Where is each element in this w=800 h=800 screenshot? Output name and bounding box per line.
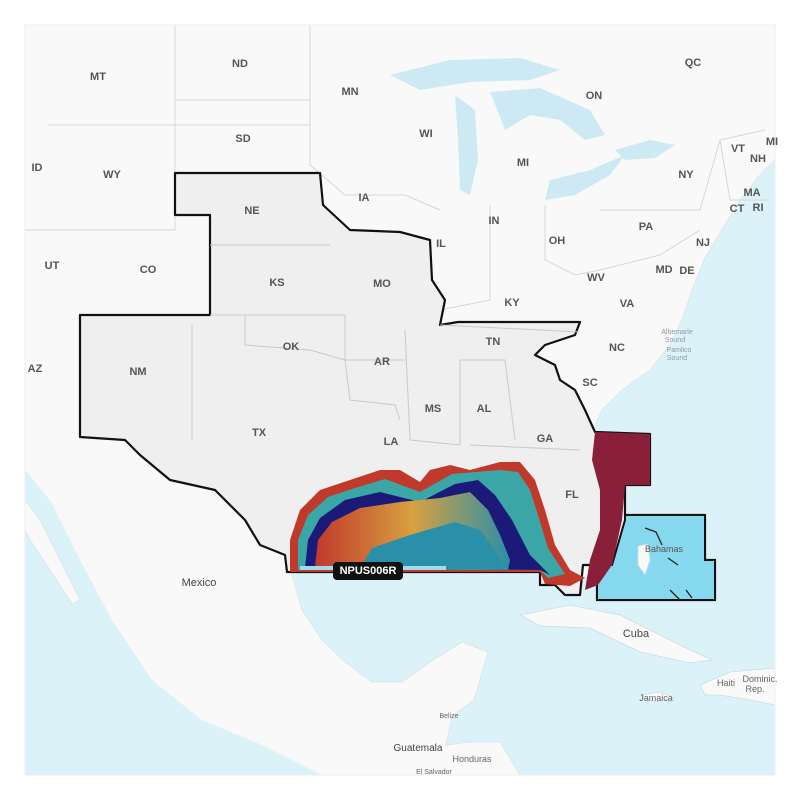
- label-bahamas: Bahamas: [645, 544, 684, 554]
- label-wv: WV: [587, 272, 605, 284]
- label-vt: VT: [731, 143, 745, 155]
- label-pa: PA: [639, 221, 654, 233]
- bahamas-islands: [644, 527, 693, 601]
- map-frame: [24, 24, 776, 776]
- label-ma: MA: [743, 187, 760, 199]
- label-wy: WY: [103, 169, 121, 181]
- label-me: MI: [766, 136, 778, 148]
- andros-island: [637, 543, 651, 576]
- label-az: AZ: [28, 363, 43, 375]
- state-labels: MT ND MN WI MI ON QC VT NH MI NY MA CT R…: [28, 57, 778, 501]
- jamaica: [638, 691, 677, 703]
- label-wi: WI: [419, 128, 432, 140]
- label-cuba: Cuba: [623, 628, 650, 640]
- label-ut: UT: [45, 260, 60, 272]
- label-pamlico: Pamlico: [667, 347, 692, 354]
- label-ri: RI: [753, 202, 764, 214]
- label-la: LA: [384, 436, 399, 448]
- label-mn: MN: [341, 86, 358, 98]
- label-mexico: Mexico: [182, 577, 217, 589]
- water-labels: Albemarle Sound Pamlico Sound: [661, 329, 693, 362]
- gulf-depth-deep: [360, 522, 505, 570]
- label-belize: Belize: [439, 713, 458, 720]
- coverage-state-borders: [191, 244, 581, 451]
- label-ga: GA: [537, 433, 554, 445]
- country-labels: Mexico Cuba Bahamas Jamaica Haiti Domini…: [182, 544, 778, 776]
- label-ia: IA: [359, 192, 370, 204]
- label-id: ID: [32, 162, 43, 174]
- label-fl: FL: [565, 489, 579, 501]
- baja-california: [25, 499, 81, 605]
- great-lakes: [390, 58, 675, 200]
- label-oh: OH: [549, 235, 566, 247]
- atlantic-slope-depth: [585, 432, 650, 590]
- label-ny: NY: [678, 169, 694, 181]
- islands: [518, 543, 775, 706]
- label-mi: MI: [517, 157, 529, 169]
- label-de: DE: [679, 265, 694, 277]
- label-tx: TX: [252, 427, 267, 439]
- hispaniola: [699, 667, 775, 706]
- label-ct: CT: [730, 203, 745, 215]
- label-sd: SD: [235, 133, 250, 145]
- label-tn: TN: [486, 336, 501, 348]
- label-co: CO: [140, 264, 157, 276]
- label-in: IN: [489, 215, 500, 227]
- label-nm: NM: [129, 366, 146, 378]
- label-haiti: Haiti: [717, 678, 735, 688]
- pacific-ocean: [25, 470, 322, 775]
- label-qc: QC: [685, 57, 702, 69]
- chart-label-badge[interactable]: NPUS006R: [333, 562, 403, 580]
- label-ok: OK: [283, 341, 300, 353]
- label-md: MD: [655, 264, 672, 276]
- label-ks: KS: [269, 277, 284, 289]
- label-ar: AR: [374, 356, 390, 368]
- label-jamaica: Jamaica: [639, 693, 673, 703]
- label-mt: MT: [90, 71, 106, 83]
- label-sc: SC: [582, 377, 597, 389]
- label-albemarle: Albemarle: [661, 329, 693, 336]
- label-dominican-rep-1: Dominic.: [742, 674, 777, 684]
- label-nd: ND: [232, 58, 248, 70]
- label-va: VA: [620, 298, 635, 310]
- label-on: ON: [586, 90, 603, 102]
- label-albemarle-sound: Sound: [665, 337, 685, 344]
- label-ky: KY: [504, 297, 520, 309]
- label-nh: NH: [750, 153, 766, 165]
- label-honduras: Honduras: [452, 754, 492, 764]
- label-nj: NJ: [696, 237, 710, 249]
- bahamas-coverage: [596, 514, 716, 601]
- label-el-salvador: El Salvador: [416, 769, 452, 776]
- label-al: AL: [477, 403, 492, 415]
- label-pamlico-sound: Sound: [667, 355, 687, 362]
- cuba: [518, 604, 714, 664]
- label-il: IL: [436, 238, 446, 250]
- label-nc: NC: [609, 342, 625, 354]
- label-ms: MS: [425, 403, 442, 415]
- label-ne: NE: [244, 205, 259, 217]
- label-guatemala: Guatemala: [394, 743, 443, 754]
- label-dominican-rep-2: Rep.: [745, 684, 764, 694]
- label-mo: MO: [373, 278, 391, 290]
